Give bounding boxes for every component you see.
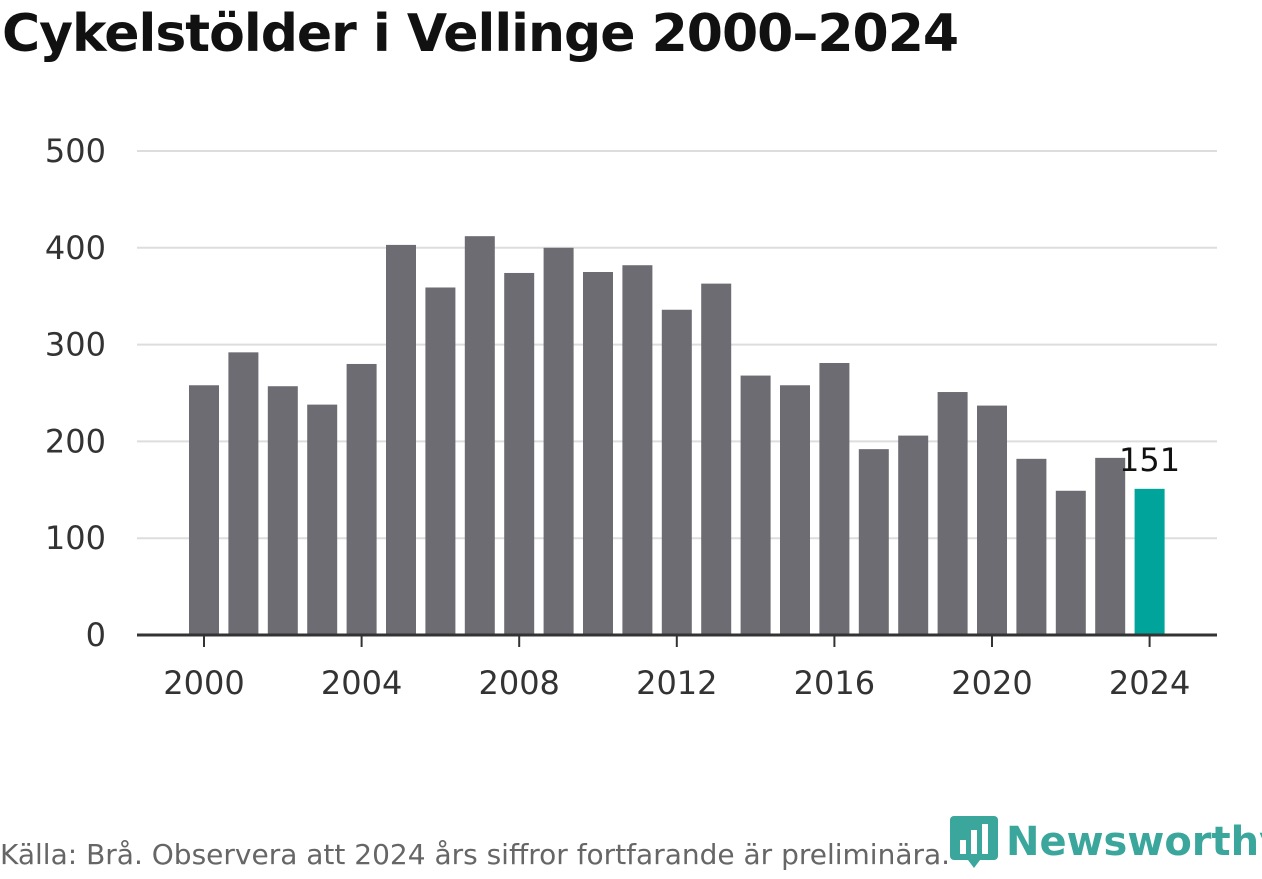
- bar-2022: [1055, 490, 1086, 635]
- bar-2015: [780, 385, 810, 635]
- bar-2005: [386, 244, 416, 635]
- bar-2010: [583, 272, 613, 635]
- x-tick-label: 2008: [478, 664, 559, 702]
- bar-2020: [977, 405, 1007, 635]
- bar-2024: [1134, 488, 1165, 635]
- x-tick-label: 2000: [163, 664, 244, 702]
- x-axis: 2000 2004 2008 2012 2016 2020 2024: [137, 633, 1217, 702]
- page-title: Cykelstölder i Vellinge 2000–2024: [2, 4, 959, 64]
- bar-2016: [819, 362, 850, 635]
- bar-2008: [504, 272, 535, 635]
- data-label-highlight: 151: [1119, 441, 1180, 479]
- bar-2009: [543, 247, 574, 636]
- y-tick-label: 0: [86, 616, 106, 654]
- bar-2019: [937, 392, 968, 635]
- bar-2021: [1016, 458, 1047, 635]
- bars: [189, 236, 1165, 636]
- y-tick-label: 100: [45, 519, 106, 557]
- bar-2023: [1095, 457, 1126, 635]
- y-axis-tick-labels: 0 100 200 300 400 500: [45, 132, 106, 654]
- bar-2002: [267, 386, 298, 635]
- bar-2003: [307, 404, 338, 635]
- brand-name: Newsworthy: [1006, 819, 1262, 865]
- bar-2007: [464, 236, 495, 635]
- brand-logo: Newsworthy: [950, 816, 1262, 868]
- bar-2006: [425, 287, 456, 635]
- bar-2013: [701, 283, 732, 635]
- data-labels: 151: [1119, 441, 1180, 479]
- x-tick-label: 2012: [636, 664, 717, 702]
- x-tick-label: 2004: [321, 664, 402, 702]
- y-tick-label: 400: [45, 229, 106, 267]
- y-tick-label: 200: [45, 422, 106, 460]
- x-tick-label: 2024: [1109, 664, 1190, 702]
- bar-2000: [189, 385, 219, 635]
- bar-2014: [740, 375, 771, 635]
- y-tick-label: 300: [45, 326, 106, 364]
- bar-chart-logo-icon: [950, 816, 998, 868]
- y-tick-label: 500: [45, 132, 106, 170]
- x-tick-label: 2020: [951, 664, 1032, 702]
- bar-2001: [228, 352, 259, 635]
- bar-2004: [346, 363, 377, 635]
- x-tick-label: 2016: [794, 664, 875, 702]
- bar-2018: [898, 435, 929, 635]
- source-note: Källa: Brå. Observera att 2024 års siffr…: [0, 838, 951, 871]
- bar-2012: [661, 309, 692, 635]
- bar-2017: [858, 449, 889, 635]
- bar-2011: [622, 265, 653, 635]
